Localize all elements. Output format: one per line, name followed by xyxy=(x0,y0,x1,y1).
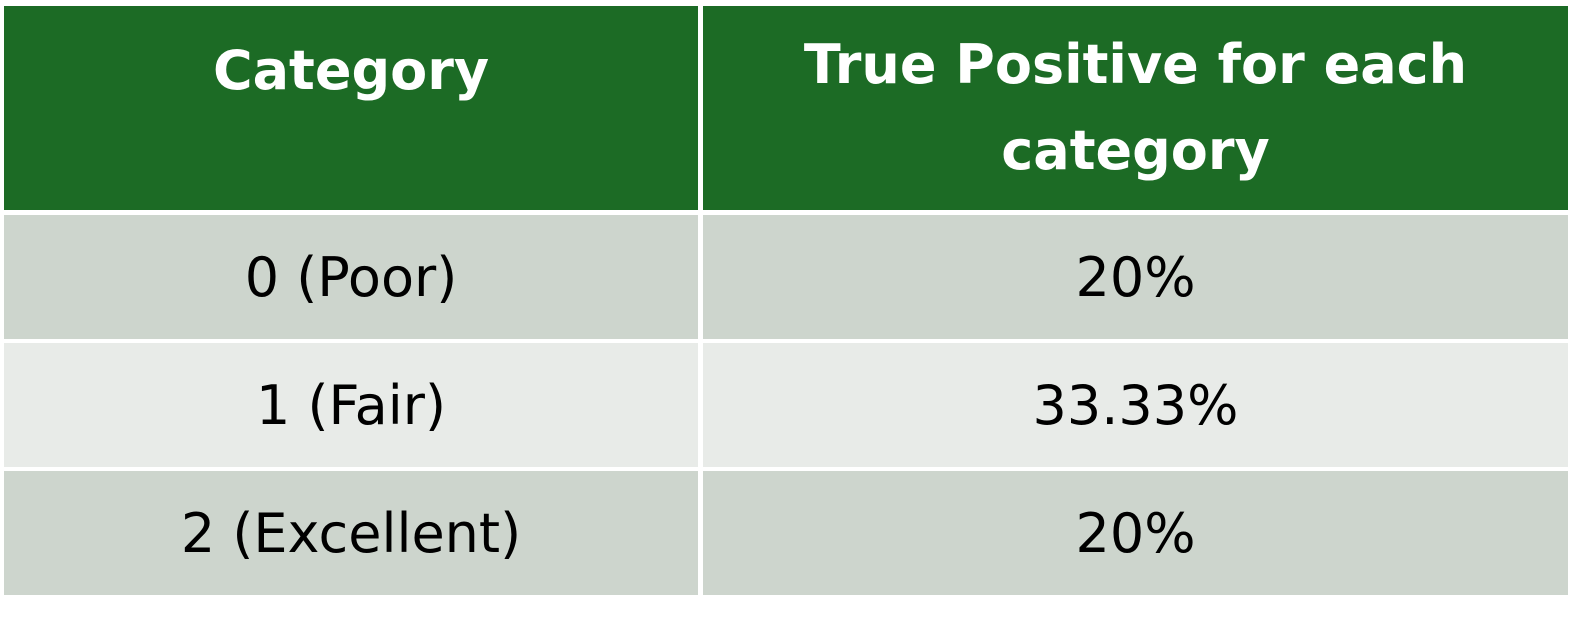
true-positive-table-container: Category True Positive for each category… xyxy=(4,6,1568,595)
true-positive-cell: 33.33% xyxy=(703,343,1568,471)
column-header-true-positive: True Positive for each category xyxy=(703,6,1568,215)
table-row: 2 (Excellent) 20% xyxy=(4,471,1568,595)
true-positive-cell: 20% xyxy=(703,215,1568,343)
column-header-true-positive-label: True Positive for each category xyxy=(803,33,1468,182)
table-row: 0 (Poor) 20% xyxy=(4,215,1568,343)
category-cell: 0 (Poor) xyxy=(4,215,703,343)
table-header-row: Category True Positive for each category xyxy=(4,6,1568,215)
category-cell: 1 (Fair) xyxy=(4,343,703,471)
true-positive-cell: 20% xyxy=(703,471,1568,595)
table-row: 1 (Fair) 33.33% xyxy=(4,343,1568,471)
column-header-category-label: Category xyxy=(212,39,490,102)
column-header-category: Category xyxy=(4,6,703,215)
true-positive-table: Category True Positive for each category… xyxy=(4,6,1568,595)
category-cell: 2 (Excellent) xyxy=(4,471,703,595)
